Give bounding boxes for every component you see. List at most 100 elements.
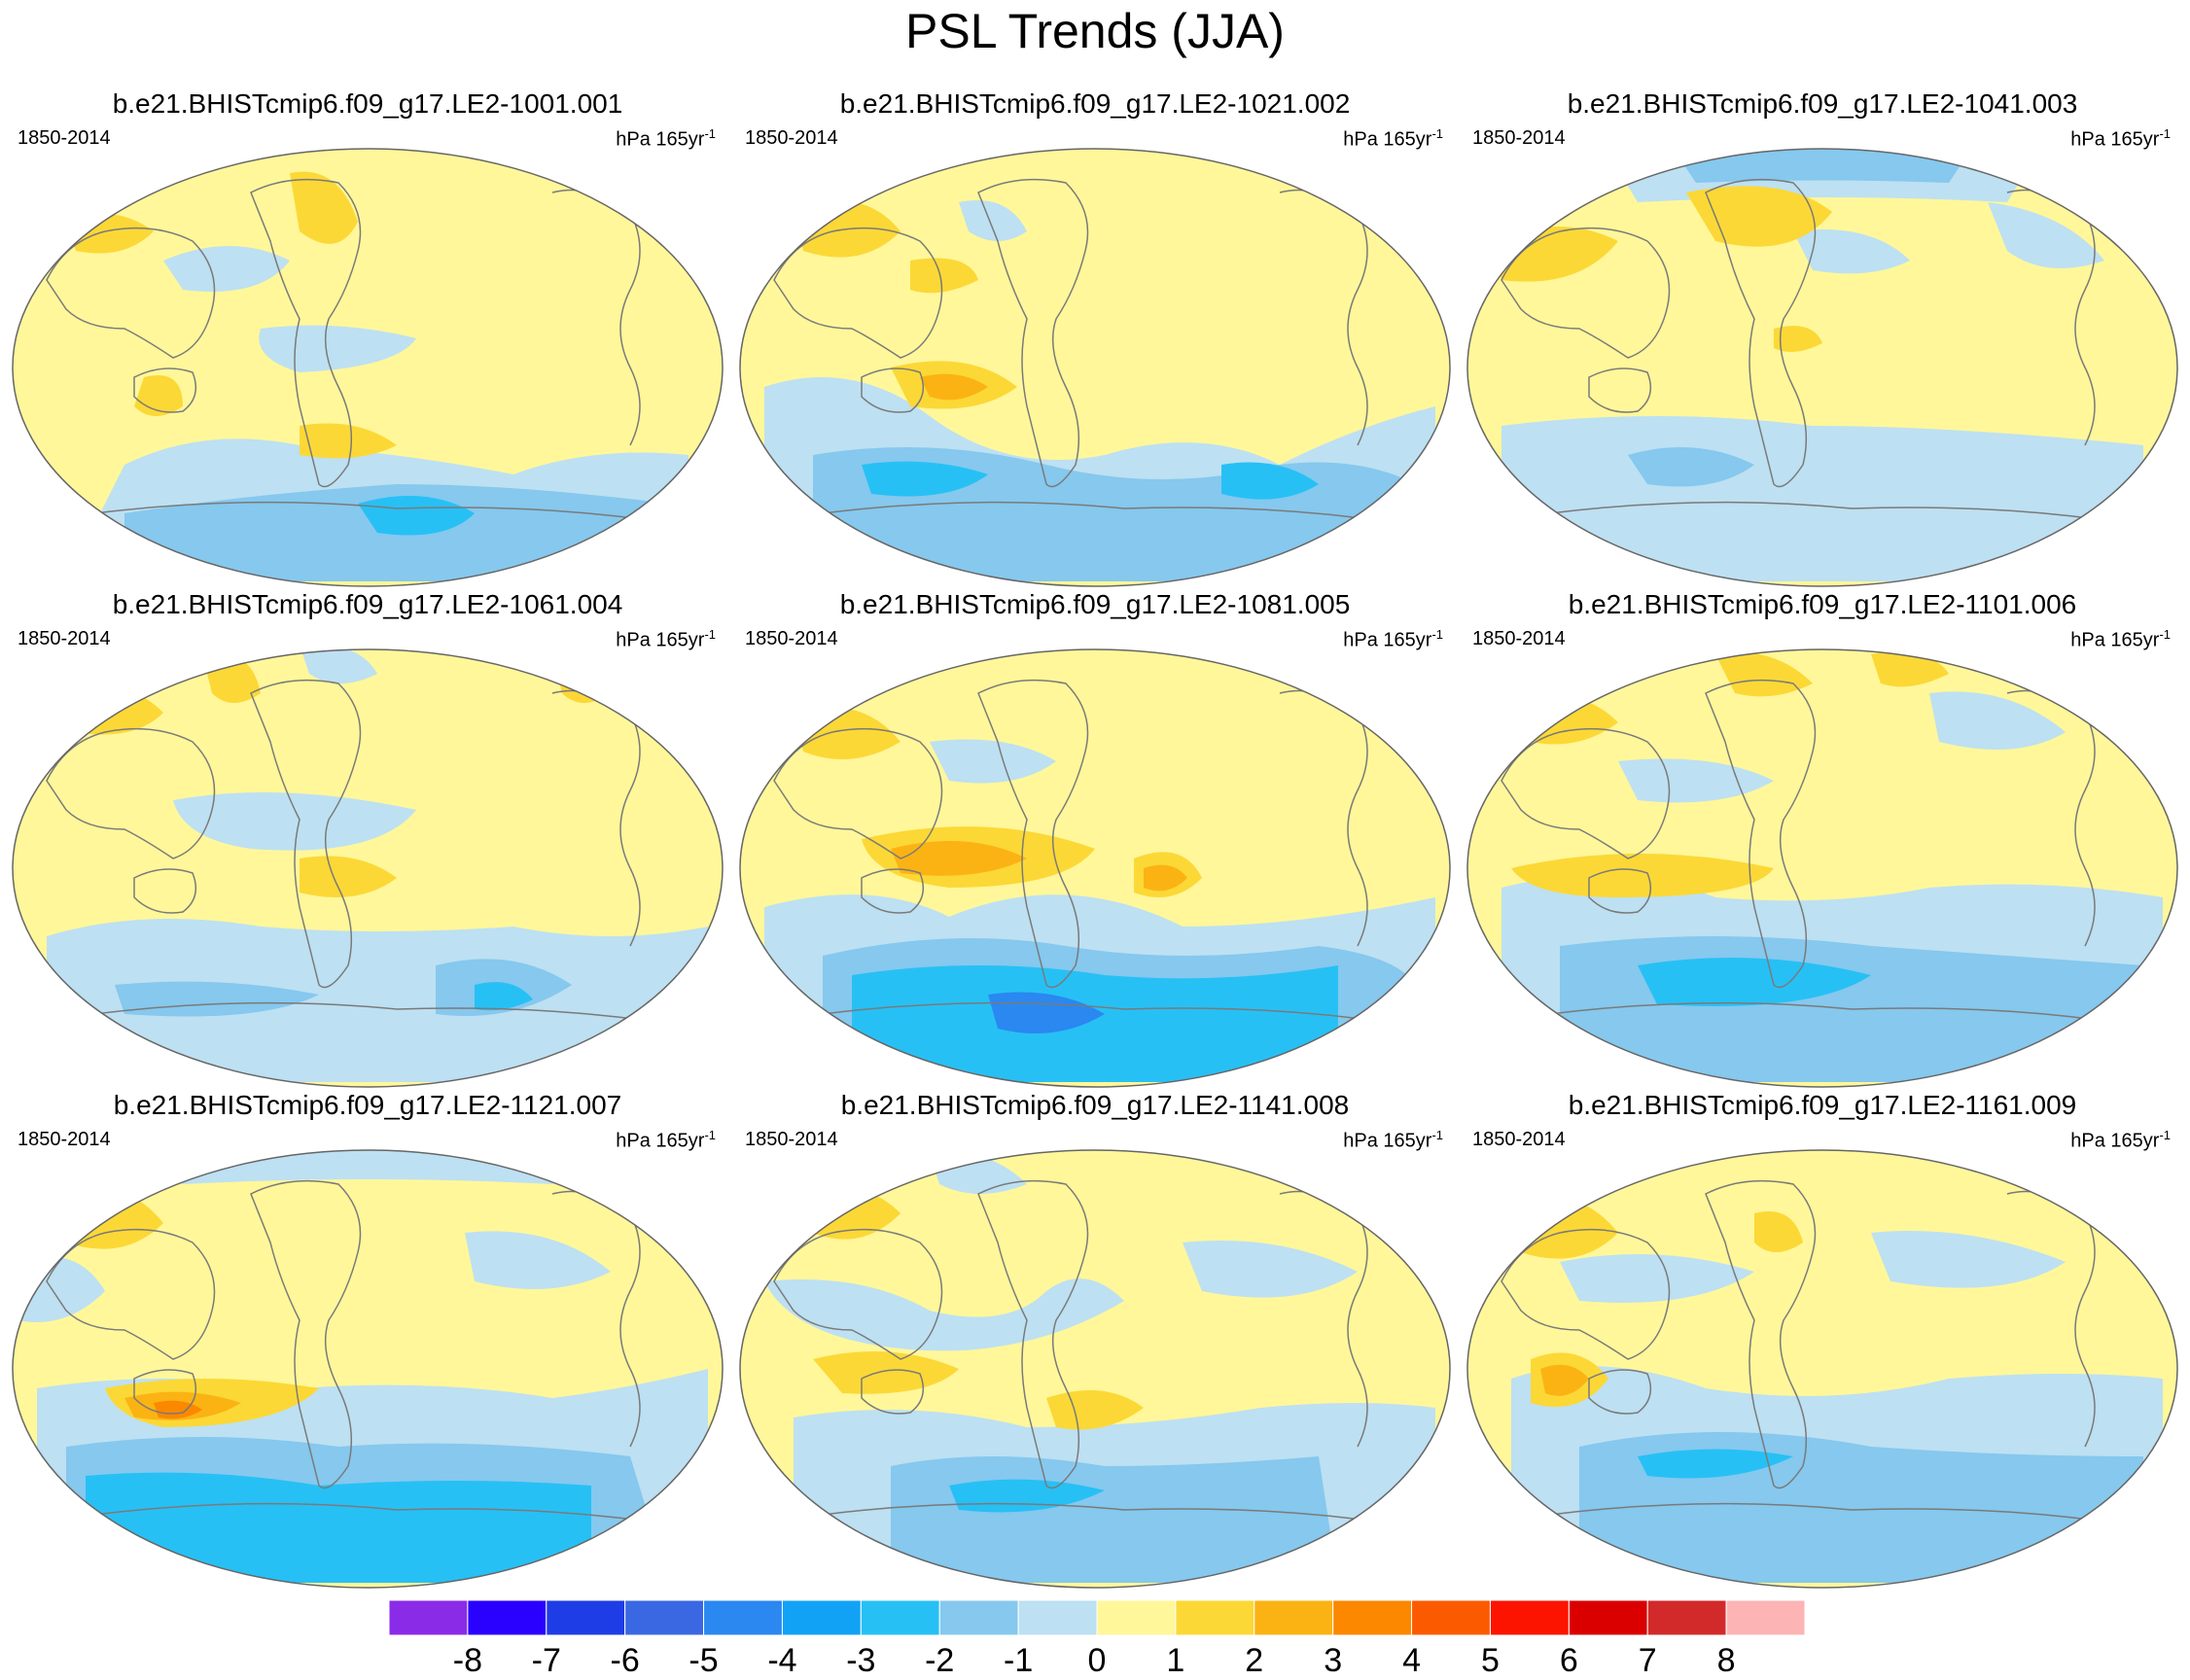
map-globe xyxy=(12,148,724,587)
contour-region xyxy=(1618,758,1774,803)
coastline xyxy=(822,1502,1397,1525)
colorbar-tick-label: -6 xyxy=(610,1642,640,1679)
panel-title: b.e21.BHISTcmip6.f09_g17.LE2-1101.006 xyxy=(1568,589,2077,619)
colorbar-tick-label: -4 xyxy=(767,1642,797,1679)
map-globe xyxy=(12,1149,724,1589)
contour-region xyxy=(475,982,533,1011)
coastline xyxy=(773,1228,943,1360)
coastline xyxy=(94,501,670,524)
contour-region xyxy=(1988,202,2104,268)
colorbar-swatches xyxy=(388,1599,1806,1636)
map-panel: b.e21.BHISTcmip6.f09_g17.LE2-1101.006 185… xyxy=(1463,588,2182,1094)
contour-region xyxy=(1793,229,1910,274)
colorbar-swatch xyxy=(388,1599,469,1636)
colorbar-swatch xyxy=(1096,1599,1177,1636)
coastline xyxy=(773,227,943,359)
contour-region xyxy=(290,171,358,244)
colorbar xyxy=(388,1599,1806,1636)
panel-period: 1850-2014 xyxy=(1472,1129,1566,1150)
map-panel: b.e21.BHISTcmip6.f09_g17.LE2-1061.004 185… xyxy=(8,588,727,1094)
map-border xyxy=(12,648,724,1088)
contour-region xyxy=(1871,1231,2066,1288)
panel-title: b.e21.BHISTcmip6.f09_g17.LE2-1001.001 xyxy=(112,88,623,119)
colorbar-tick-label: -8 xyxy=(452,1642,482,1679)
panel-period: 1850-2014 xyxy=(18,127,111,149)
coastline xyxy=(977,1179,1089,1489)
coastline xyxy=(94,1502,670,1525)
contour-region xyxy=(154,1150,582,1184)
colorbar-tick-label: 8 xyxy=(1716,1642,1736,1679)
map-panel: b.e21.BHISTcmip6.f09_g17.LE2-1041.003 185… xyxy=(1463,88,2182,593)
colorbar-tick-label: 6 xyxy=(1559,1642,1578,1679)
map-border xyxy=(12,1149,724,1589)
colorbar-swatch xyxy=(938,1599,1019,1636)
coastline xyxy=(133,868,197,914)
contour-region xyxy=(1501,416,2143,581)
colorbar-swatch xyxy=(781,1599,862,1636)
coastline xyxy=(822,1001,1397,1025)
map-globe xyxy=(1466,148,2178,587)
contour-region xyxy=(1560,1254,1754,1303)
colorbar-tick-label: 3 xyxy=(1324,1642,1343,1679)
colorbar-swatch xyxy=(1489,1599,1570,1636)
colorbar-tick-label: -3 xyxy=(846,1642,876,1679)
contour-region xyxy=(86,1472,591,1583)
coastline xyxy=(133,368,197,413)
coastline xyxy=(1501,727,1671,859)
map-border xyxy=(1466,648,2178,1088)
contour-region xyxy=(358,496,475,536)
coastline xyxy=(977,679,1089,989)
contour-region xyxy=(259,325,416,372)
colorbar-tick-label: -1 xyxy=(1003,1642,1034,1679)
panel-units: hPa 165yr-1 xyxy=(616,627,716,651)
panel-title: b.e21.BHISTcmip6.f09_g17.LE2-1081.005 xyxy=(839,589,1351,619)
colorbar-swatch xyxy=(1411,1599,1491,1636)
coastline xyxy=(46,727,216,859)
map-panel: b.e21.BHISTcmip6.f09_g17.LE2-1081.005 185… xyxy=(735,588,1455,1094)
coastline xyxy=(46,1228,216,1360)
colorbar-swatch xyxy=(1332,1599,1413,1636)
panel-period: 1850-2014 xyxy=(745,628,838,649)
contour-region xyxy=(920,373,988,401)
map-globe xyxy=(12,648,724,1088)
panel-title: b.e21.BHISTcmip6.f09_g17.LE2-1061.004 xyxy=(112,589,623,619)
coastline xyxy=(1705,679,1817,989)
panel-period: 1850-2014 xyxy=(18,1129,111,1150)
contour-region xyxy=(862,461,988,497)
panel-period: 1850-2014 xyxy=(1472,127,1566,149)
contour-region xyxy=(1511,854,1774,897)
panel-units: hPa 165yr-1 xyxy=(2070,1128,2171,1152)
panel-period: 1850-2014 xyxy=(18,628,111,649)
contour-region xyxy=(910,258,978,294)
coastline xyxy=(1501,227,1671,359)
panel-units: hPa 165yr-1 xyxy=(2070,126,2171,151)
contour-region xyxy=(300,649,377,683)
coastline xyxy=(977,178,1089,488)
coastline xyxy=(1549,501,2125,524)
panel-title: b.e21.BHISTcmip6.f09_g17.LE2-1021.002 xyxy=(839,88,1351,119)
coastline xyxy=(1501,1228,1671,1360)
colorbar-swatch xyxy=(703,1599,783,1636)
contour-region xyxy=(1677,149,1968,183)
coastline xyxy=(133,1369,197,1415)
map-globe xyxy=(1466,1149,2178,1589)
panel-units: hPa 165yr-1 xyxy=(616,1128,716,1152)
contour-region xyxy=(1686,186,1832,247)
map-border xyxy=(739,1149,1451,1589)
colorbar-swatch xyxy=(467,1599,548,1636)
colorbar-swatch xyxy=(1175,1599,1255,1636)
contour-region xyxy=(930,739,1056,784)
map-globe xyxy=(739,648,1451,1088)
contour-region xyxy=(764,1278,1124,1351)
coastline xyxy=(250,1179,362,1489)
contour-region xyxy=(115,981,319,1017)
colorbar-labels: -8 -7 -6 -5 -4 -3 -2 -1 0 1 2 3 4 5 6 7 8 xyxy=(389,1641,1805,1680)
colorbar-tick-label: 7 xyxy=(1638,1642,1657,1679)
figure-title: PSL Trends (JJA) xyxy=(905,4,1285,58)
map-border xyxy=(12,148,724,587)
coastline xyxy=(1549,1502,2125,1525)
map-panel: b.e21.BHISTcmip6.f09_g17.LE2-1021.002 185… xyxy=(735,88,1455,593)
map-border xyxy=(1466,1149,2178,1589)
coastline xyxy=(250,178,362,488)
panel-title: b.e21.BHISTcmip6.f09_g17.LE2-1161.009 xyxy=(1568,1090,2077,1120)
